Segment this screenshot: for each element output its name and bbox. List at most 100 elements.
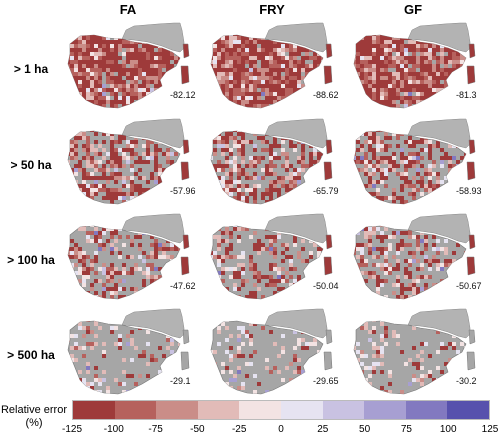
map-svg [67,22,190,109]
corsica-shape [182,139,190,155]
legend-tick-label: -75 [148,424,163,435]
map-panel-fry-3: -29.65 [205,308,339,400]
relative-error-value: -30.2 [456,376,477,386]
legend-cell-0 [73,401,115,419]
row-label-3: > 500 ha [7,348,55,362]
map-svg [210,22,333,109]
map-panel-gf-0: -81.3 [348,22,477,114]
relative-error-value: -50.04 [313,281,339,291]
france-shape [121,308,185,339]
relative-error-value: -81.3 [456,90,477,100]
sardinia-shape [180,65,190,85]
sardinia-shape [323,65,333,85]
legend-tick-label: 75 [400,424,412,435]
legend-tick-label: 125 [481,424,499,435]
map-panel-fry-0: -88.62 [205,22,339,114]
map-svg [210,308,333,395]
legend-title: Relative error (%) [0,404,68,430]
map-svg [353,22,476,109]
legend-cell-8 [405,401,448,419]
sardinia-shape [466,161,476,181]
row-label-0: > 1 ha [13,62,49,76]
france-shape [407,118,471,149]
legend-tick-label: -100 [103,424,124,435]
sardinia-shape [180,351,190,371]
france-shape [121,118,185,149]
legend-cell-9 [447,401,489,419]
corsica-shape [468,234,476,250]
legend-tick-label: -25 [231,424,247,435]
map-panel-fa-3: -29.1 [62,308,191,400]
france-shape [264,118,328,149]
column-header-fry: FRY [259,2,285,17]
map-panel-gf-3: -30.2 [348,308,477,400]
corsica-shape [468,139,476,155]
map-svg [210,213,333,300]
france-shape [264,213,328,244]
corsica-shape [182,234,190,250]
france-shape [407,22,471,53]
column-header-fa: FA [119,2,137,17]
france-shape [121,213,185,244]
france-shape [121,22,185,53]
legend-cell-7 [364,401,406,419]
relative-error-value: -29.1 [170,376,191,386]
legend-cell-6 [322,401,365,419]
corsica-shape [325,329,333,345]
corsica-shape [325,139,333,155]
column-header-gf: GF [403,2,423,17]
map-panel-gf-1: -58.93 [348,118,482,210]
france-shape [264,308,328,339]
relative-error-value: -57.96 [170,186,196,196]
legend-cell-2 [156,401,198,419]
france-shape [264,22,328,53]
map-panel-fa-2: -47.62 [62,213,196,305]
relative-error-value: -50.67 [456,281,482,291]
legend-tick-label: 25 [317,424,329,435]
map-panel-gf-2: -50.67 [348,213,482,305]
legend-tick-label: 0 [278,424,284,435]
legend-tick-label: -125 [61,424,82,435]
legend-tick-label: -50 [190,424,205,435]
relative-error-value: -65.79 [313,186,339,196]
row-label-1: > 50 ha [10,158,52,172]
corsica-shape [468,43,476,59]
legend-color-bar [72,400,490,420]
map-panel-fa-1: -57.96 [62,118,196,210]
legend-cell-3 [197,401,240,419]
legend-title-line2: (%) [25,417,43,429]
map-svg [210,118,333,205]
legend-title-line1: Relative error [0,404,68,416]
relative-error-value: -88.62 [313,90,339,100]
france-shape [407,213,471,244]
relative-error-value: -82.12 [170,90,196,100]
map-svg [67,213,190,300]
map-panel-fry-1: -65.79 [205,118,339,210]
legend-tick-label: 100 [439,424,457,435]
corsica-shape [182,329,190,345]
sardinia-shape [180,256,190,276]
sardinia-shape [323,351,333,371]
sardinia-shape [466,351,476,371]
map-panel-fry-2: -50.04 [205,213,339,305]
legend-tick-label: 50 [359,424,371,435]
legend-cell-5 [280,401,323,419]
relative-error-value: -29.65 [313,376,339,386]
france-shape [407,308,471,339]
map-svg [67,118,190,205]
map-svg [353,118,476,205]
sardinia-shape [323,161,333,181]
map-svg [353,308,476,395]
sardinia-shape [323,256,333,276]
corsica-shape [325,43,333,59]
sardinia-shape [180,161,190,181]
row-label-2: > 100 ha [7,253,55,267]
corsica-shape [325,234,333,250]
legend-cell-4 [239,401,281,419]
map-svg [67,308,190,395]
map-svg [353,213,476,300]
map-panel-fa-0: -82.12 [62,22,196,114]
relative-error-value: -58.93 [456,186,482,196]
relative-error-value: -47.62 [170,281,196,291]
sardinia-shape [466,65,476,85]
